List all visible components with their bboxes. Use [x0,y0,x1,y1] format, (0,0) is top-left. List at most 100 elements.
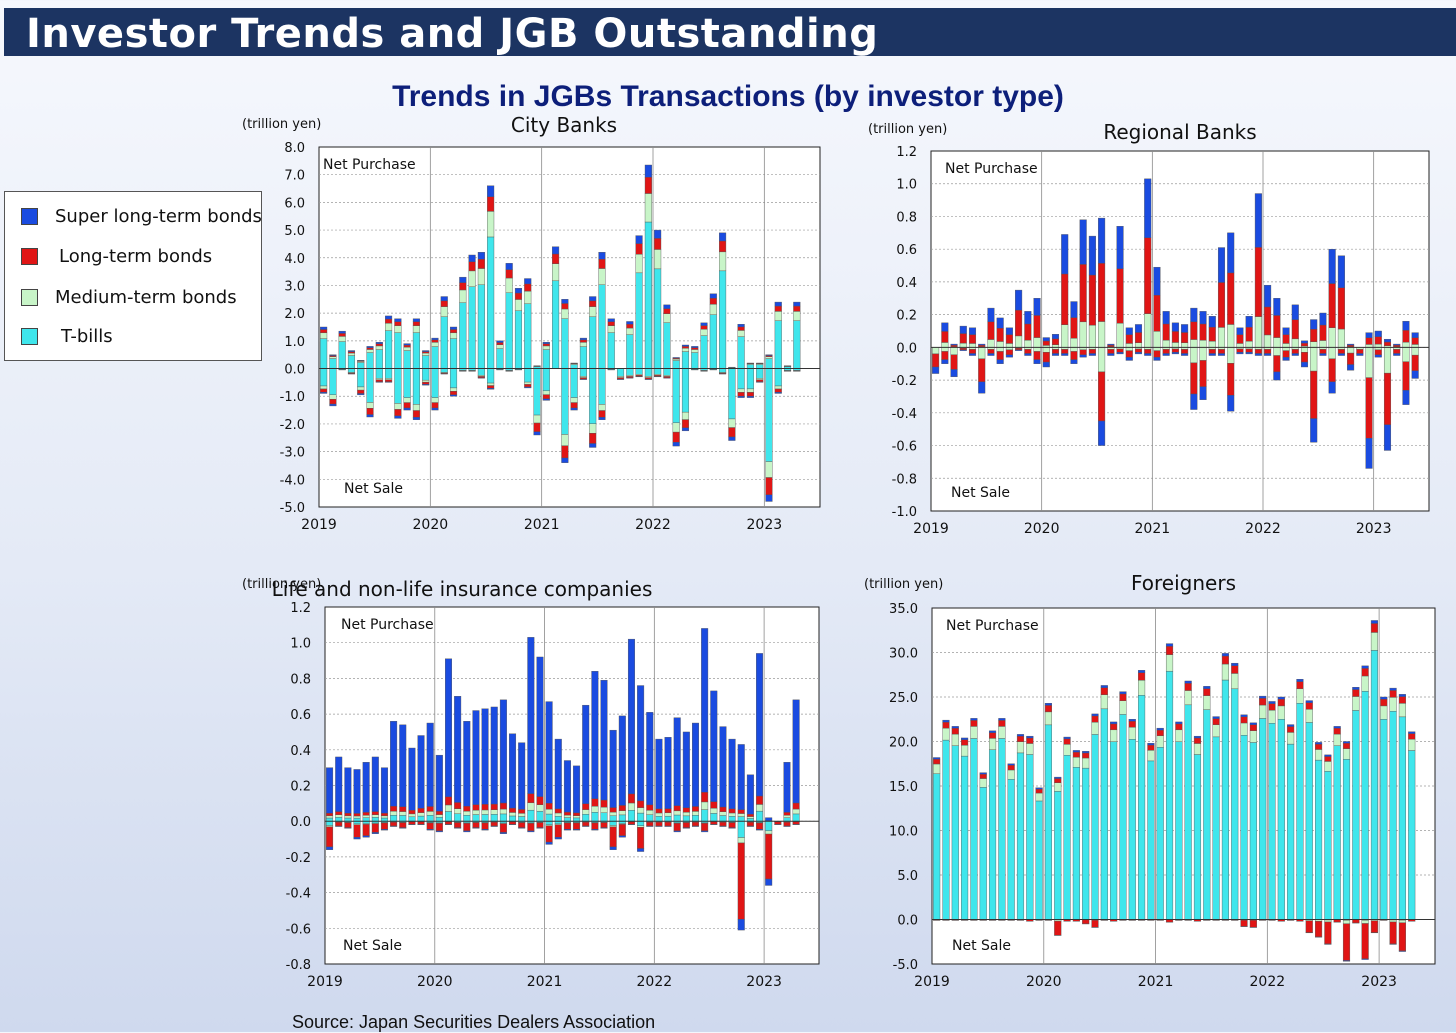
bar-segment [381,768,388,814]
bar-segment [610,847,617,850]
bar-segment [320,386,327,389]
bar-segment [665,822,672,826]
bar-segment [1227,395,1234,411]
bar-segment [711,802,718,809]
bar-segment [1092,716,1099,722]
bar-segment [943,722,950,728]
bar-segment [747,822,754,826]
bar-segment [599,404,606,410]
bar-segment [1325,920,1332,922]
bar-segment [775,822,782,824]
bar-segment [1008,779,1015,919]
bar-segment [354,825,361,837]
bar-segment [1181,324,1188,332]
bar-segment [1129,739,1136,919]
bar-segment [1148,750,1155,761]
bar-segment [1117,352,1124,354]
bar-segment [1274,356,1281,372]
bar-segment [682,369,689,413]
bar-segment [582,810,589,815]
y-tick-label: -0.8 [892,472,917,487]
bar-segment [1306,709,1313,722]
bar-segment [385,323,392,330]
bar-segment [330,357,337,359]
bar-segment [320,329,327,332]
bar-segment [404,369,411,398]
bar-segment [589,424,596,433]
bar-segment [1191,308,1198,322]
bar-segment [1043,341,1050,345]
bar-segment [543,369,550,391]
bar-segment [1135,352,1142,354]
bar-segment [1371,632,1378,650]
bar-segment [601,823,608,828]
bar-segment [960,348,967,350]
bar-segment [656,826,663,827]
bar-segment [506,270,513,278]
bar-segment [385,380,392,382]
bar-segment [1325,755,1332,757]
bar-segment [1343,924,1350,961]
bar-segment [1399,694,1406,696]
bar-segment [1135,332,1142,342]
bar-segment [766,359,773,369]
bar-segment [682,348,689,351]
bar-segment [626,324,633,328]
bar-segment [395,409,402,415]
bar-segment [348,369,355,373]
y-tick-label: -2.0 [280,418,305,433]
bar-segment [599,417,606,420]
bar-segment [793,700,800,803]
bar-segment [1278,697,1285,699]
bar-segment [1325,761,1332,771]
bar-segment [1297,679,1304,681]
bar-segment [1274,347,1281,355]
chart-title: City Banks [511,113,617,137]
bar-segment [1135,324,1142,332]
bar-segment [683,828,690,829]
bar-segment [784,762,791,812]
bar-segment [418,816,425,821]
bar-segment [747,389,754,392]
bar-segment [793,803,800,809]
bar-segment [580,347,587,369]
source-note: Source: Japan Securities Dealers Associa… [292,1012,655,1033]
bar-segment [409,810,416,814]
bar-segment [692,723,699,806]
bar-segment [376,378,383,380]
bar-segment [1259,718,1266,919]
bar-segment [367,346,374,347]
bar-segment [450,339,457,369]
bar-segment [1246,316,1253,327]
bar-segment [1334,734,1341,746]
net-sale-label: Net Sale [343,938,402,954]
bar-segment [1089,275,1096,325]
bar-segment [413,326,420,333]
bar-segment [534,415,541,423]
y-tick-label: 1.2 [896,145,917,160]
bar-segment [404,344,411,345]
bar-segment [1399,697,1406,704]
bar-segment [454,696,461,802]
bar-segment [367,415,374,417]
bar-segment [673,423,680,432]
bar-segment [601,800,608,807]
bar-segment [1390,711,1397,919]
bar-segment [1403,347,1410,361]
bar-segment [1250,723,1257,725]
bar-segment [320,327,327,329]
chart-city-banks: 8.07.06.05.04.03.02.01.00.0-1.0-2.0-3.0-… [230,110,830,545]
bar-segment [330,399,337,404]
bar-segment [766,462,773,478]
bar-segment [427,723,434,806]
bar-segment [1264,285,1271,307]
bar-segment [330,404,337,406]
bar-segment [673,369,680,423]
bar-segment [543,344,550,346]
bar-segment [942,351,949,359]
bar-segment [592,799,599,806]
bar-segment [1227,233,1234,273]
bar-segment [1384,347,1391,373]
bar-segment [562,319,569,369]
bar-segment [1371,650,1378,919]
